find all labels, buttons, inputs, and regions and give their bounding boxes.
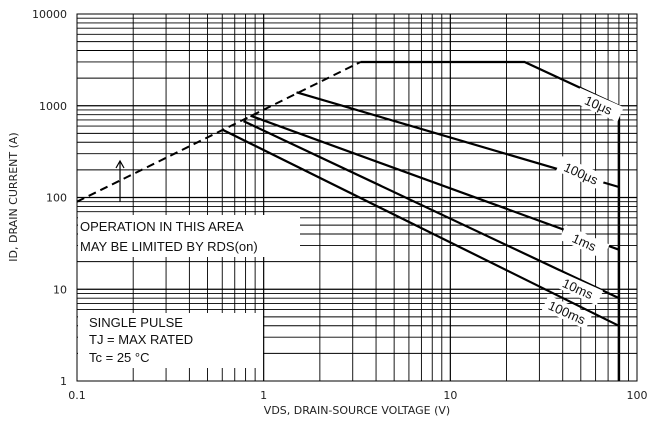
conditions-annotation-line-1: SINGLE PULSE — [89, 315, 183, 330]
plot-frame — [76, 13, 638, 382]
x-tick-label: 0.1 — [68, 389, 86, 402]
x-tick-label: 10 — [443, 389, 457, 402]
limit-annotation-box — [78, 215, 300, 257]
y-tick-label: 10 — [53, 283, 67, 296]
y-axis-label: ID, DRAIN CURRENT (A) — [7, 132, 20, 261]
rds-limit-dashed-line — [76, 61, 361, 203]
curve-label-bg — [559, 224, 610, 260]
curve-label-bg — [541, 295, 593, 330]
conditions-annotation-line-2: TJ = MAX RATED — [89, 332, 193, 347]
x-tick-label: 1 — [260, 389, 267, 402]
x-tick-labels: 0.1 1 10 100 — [68, 389, 647, 402]
curve-label-bg — [556, 156, 607, 191]
series-line-100ms — [221, 128, 620, 327]
limit-annotation-line-2: MAY BE LIMITED BY RDS(on) — [80, 239, 258, 254]
y-tick-label: 100 — [46, 192, 67, 205]
y-tick-label: 1000 — [39, 100, 67, 113]
curve-label-bg — [552, 271, 604, 306]
series-line-10ms — [243, 120, 620, 300]
arrow-head — [115, 159, 125, 169]
curve-label-bg — [573, 87, 624, 122]
y-tick-label: 1 — [60, 375, 67, 388]
x-tick-label: 100 — [627, 389, 648, 402]
conditions-annotation-box — [78, 313, 263, 368]
limit-annotation-line-1: OPERATION IN THIS AREA — [80, 219, 244, 234]
x-axis-label: VDS, DRAIN-SOURCE VOLTAGE (V) — [264, 404, 450, 417]
y-tick-label: 10000 — [32, 8, 67, 21]
conditions-annotation-line-3: Tc = 25 °C — [89, 350, 149, 365]
series-line-1ms — [250, 114, 620, 251]
y-tick-labels: 1 10 100 1000 10000 — [32, 8, 67, 388]
series-lines — [76, 60, 621, 381]
